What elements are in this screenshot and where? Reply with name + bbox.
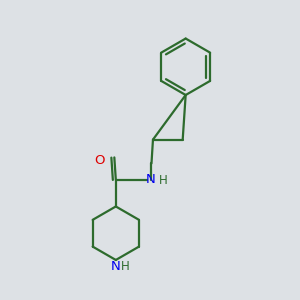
Text: N: N (146, 173, 156, 186)
Text: H: H (158, 174, 167, 188)
Text: H: H (121, 260, 130, 273)
Text: N: N (111, 260, 121, 273)
Text: O: O (94, 154, 105, 167)
